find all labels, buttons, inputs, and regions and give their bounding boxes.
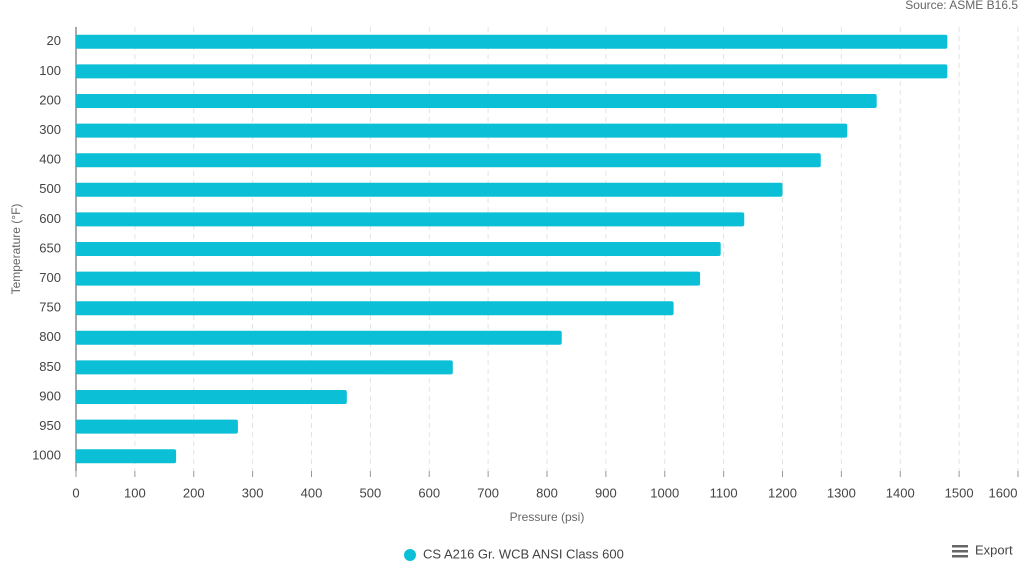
x-tick-label: 1100 xyxy=(710,485,738,500)
menu-icon-line xyxy=(952,555,968,558)
export-button[interactable]: Export xyxy=(948,540,1018,562)
x-tick-label: 200 xyxy=(183,485,205,500)
y-tick-label: 800 xyxy=(39,329,61,344)
bar xyxy=(76,94,877,108)
bar xyxy=(76,449,177,464)
bar xyxy=(76,360,453,375)
bar xyxy=(76,182,783,197)
export-label[interactable]: Export xyxy=(975,542,1013,557)
x-tick-label: 1600 xyxy=(989,485,1018,500)
bar xyxy=(76,330,562,345)
menu-icon-line xyxy=(952,545,968,548)
bar xyxy=(76,242,721,256)
x-tick-label: 800 xyxy=(536,485,558,500)
legend-marker xyxy=(404,549,416,561)
bar xyxy=(76,301,674,316)
y-tick-label: 200 xyxy=(39,92,61,107)
x-axis-label: Pressure (psi) xyxy=(510,510,585,524)
bar xyxy=(76,34,948,49)
bar xyxy=(76,153,821,168)
y-tick-label: 300 xyxy=(39,122,61,137)
y-tick-label: 750 xyxy=(39,300,61,315)
x-tick-label: 0 xyxy=(72,485,79,500)
x-tick-label: 300 xyxy=(242,485,264,500)
bar xyxy=(76,123,848,138)
x-tick-label: 900 xyxy=(595,485,617,500)
x-tick-label: 700 xyxy=(477,485,499,500)
y-axis-label: Temperature (°F) xyxy=(9,204,23,295)
y-tick-label: 400 xyxy=(39,152,61,167)
y-tick-label: 100 xyxy=(39,63,61,78)
y-tick-label: 600 xyxy=(39,211,61,226)
x-tick-label: 1200 xyxy=(768,485,797,500)
x-tick-label: 100 xyxy=(124,485,146,500)
x-tick-label: 1500 xyxy=(945,485,974,500)
source: Source: ASME B16.5 xyxy=(905,0,1018,12)
y-tick-label: 650 xyxy=(39,240,61,255)
bar xyxy=(76,390,347,404)
y-tick-label: 850 xyxy=(39,359,61,374)
y-tick-label: 700 xyxy=(39,270,61,285)
x-tick-label: 500 xyxy=(360,485,382,500)
y-tick-label: 20 xyxy=(47,33,61,48)
x-tick-label: 400 xyxy=(301,485,323,500)
bar xyxy=(76,64,948,79)
legend-label: CS A216 Gr. WCB ANSI Class 600 xyxy=(423,546,624,561)
y-tick-label: 500 xyxy=(39,181,61,196)
bar xyxy=(76,212,745,227)
bar xyxy=(76,271,701,286)
x-tick-label: 1300 xyxy=(827,485,856,500)
y-tick-label: 950 xyxy=(39,418,61,433)
menu-icon-line xyxy=(952,550,968,553)
x-tick-label: 1000 xyxy=(650,485,679,500)
x-tick-label: 600 xyxy=(418,485,440,500)
bar xyxy=(76,419,238,434)
y-tick-label: 900 xyxy=(39,388,61,403)
x-tick-label: 1400 xyxy=(886,485,915,500)
y-tick-label: 1000 xyxy=(32,448,61,463)
